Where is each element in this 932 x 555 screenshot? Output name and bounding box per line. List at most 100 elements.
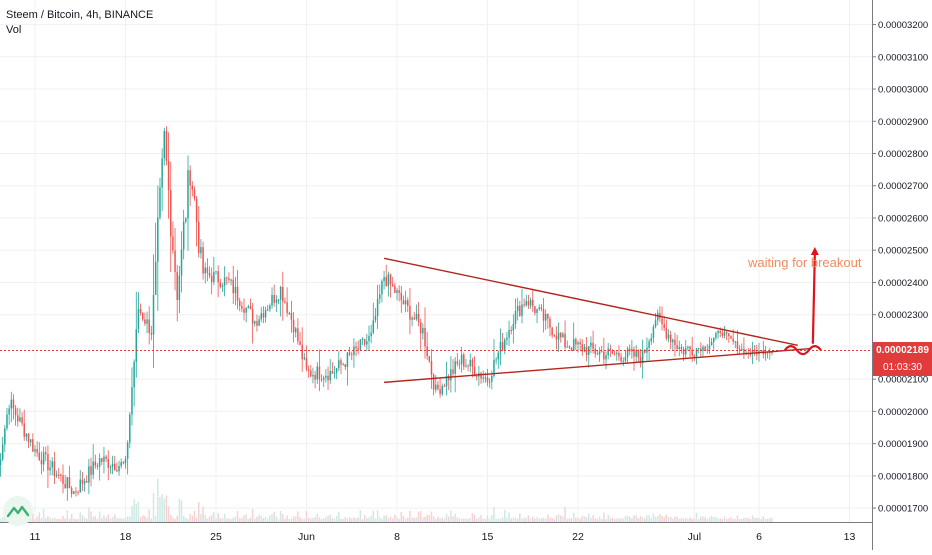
candle-body <box>402 300 405 305</box>
candle-body <box>191 185 194 190</box>
volume-bar <box>36 516 38 522</box>
candle-body <box>667 334 670 339</box>
candle-body <box>159 187 161 218</box>
candle-body <box>68 477 71 489</box>
volume-bar <box>460 518 463 522</box>
candle-body <box>94 461 97 466</box>
volume-bar <box>333 518 336 522</box>
candle-body <box>637 350 640 358</box>
volume-bar <box>417 511 420 522</box>
volume-bar <box>1 516 4 522</box>
candle-body <box>8 408 10 415</box>
volume-bar <box>290 518 293 522</box>
candle-body <box>400 292 403 301</box>
volume-bar <box>325 517 327 522</box>
candle-body <box>14 408 17 416</box>
volume-bar <box>751 515 754 522</box>
candle-body <box>105 456 107 459</box>
candle-body <box>710 341 713 346</box>
volume-bar <box>133 499 135 522</box>
volume-bar <box>77 518 79 522</box>
volume-bar <box>120 518 122 522</box>
time-axis-label: 15 <box>482 531 494 543</box>
volume-bar <box>314 517 316 522</box>
volume-bar <box>282 514 284 522</box>
volume-bar <box>475 518 478 522</box>
volume-bar <box>310 518 312 522</box>
volume-bar <box>135 503 138 522</box>
volume-bar <box>294 516 297 522</box>
candle-body <box>243 308 245 313</box>
volume-bar <box>562 516 564 522</box>
candle-body <box>258 319 260 326</box>
volume-bar <box>407 517 409 522</box>
volume-bar <box>769 517 771 522</box>
candle-body <box>234 286 237 294</box>
candle-body <box>292 319 295 333</box>
symbol-title[interactable]: Steem / Bitcoin, 4h, BINANCE <box>6 9 154 21</box>
candle-body <box>391 284 394 286</box>
candle-body <box>318 366 321 380</box>
candle-body <box>77 492 79 494</box>
candle-body <box>73 491 75 494</box>
tradingview-logo-icon[interactable] <box>3 496 33 526</box>
candle-body <box>172 236 174 251</box>
volume-bar <box>219 518 222 522</box>
volume-bar <box>544 518 547 522</box>
candle-body <box>215 271 217 273</box>
candle-body <box>514 311 517 324</box>
candle-body <box>223 277 226 286</box>
volume-bar <box>674 516 676 522</box>
volume-bar <box>60 518 62 522</box>
volume-bar <box>669 516 672 522</box>
candle-body <box>721 332 724 336</box>
volume-bar <box>202 506 204 522</box>
candle-body <box>301 344 303 360</box>
volume-bar <box>437 516 439 522</box>
candle-body <box>90 466 92 475</box>
candle-body <box>60 474 62 476</box>
volume-bar <box>307 517 310 522</box>
volume-bar <box>452 516 454 522</box>
volume-bar <box>536 517 538 522</box>
volume-bar <box>391 518 394 522</box>
candle-body <box>549 318 551 328</box>
volume-bar <box>633 515 635 522</box>
time-axis-label: 11 <box>30 531 41 543</box>
candle-body <box>590 342 592 347</box>
candle-body <box>279 286 282 300</box>
candle-body <box>437 384 439 390</box>
candle-body <box>1 444 4 460</box>
volume-bar <box>251 508 254 522</box>
volume-bar <box>725 518 728 522</box>
candle-body <box>131 387 133 415</box>
volume-bar <box>368 517 370 522</box>
candle-body <box>275 299 278 303</box>
candle-body <box>232 279 234 294</box>
volume-bar <box>129 516 131 522</box>
candle-body <box>540 307 543 309</box>
volume-bar <box>193 510 196 522</box>
volume-bar <box>753 518 756 522</box>
volume-bar <box>312 517 314 522</box>
volume-bar <box>616 518 618 522</box>
candle-body <box>10 399 13 409</box>
volume-bar <box>514 517 517 522</box>
volume-label[interactable]: Vol <box>6 24 22 36</box>
candle-body <box>644 350 646 353</box>
candle-body <box>27 433 30 443</box>
volume-bar <box>273 511 275 522</box>
candle-body <box>359 339 362 350</box>
volume-bar <box>486 515 489 522</box>
breakout-annotation-text[interactable]: waiting for breakout <box>748 255 862 270</box>
candle-body <box>728 333 730 337</box>
candle-body <box>460 354 463 365</box>
candle-body <box>288 312 291 314</box>
candle-body <box>570 347 573 351</box>
volume-bar <box>141 515 144 522</box>
candle-body <box>133 361 135 388</box>
volume-bar <box>327 515 329 522</box>
volume-bar <box>81 515 84 522</box>
